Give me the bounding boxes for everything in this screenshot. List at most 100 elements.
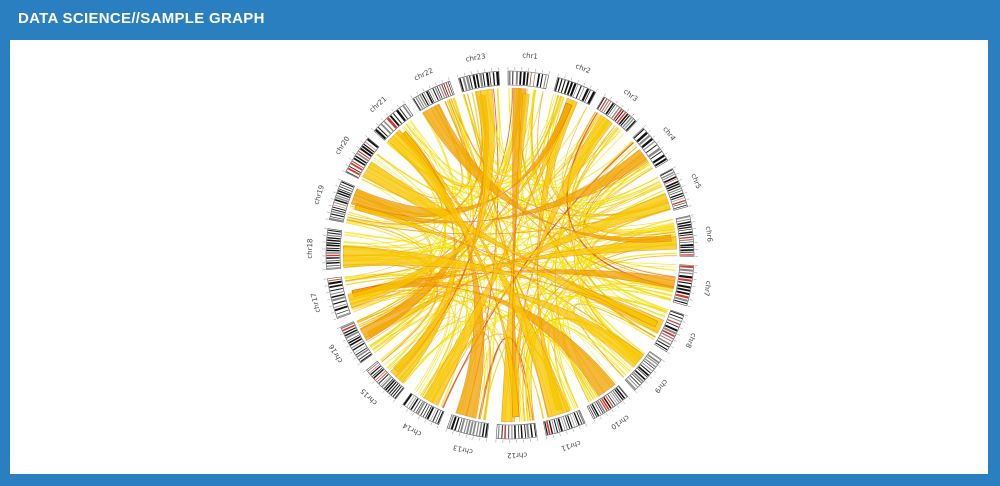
band bbox=[519, 71, 522, 85]
tick bbox=[402, 100, 405, 104]
band bbox=[633, 128, 645, 139]
band bbox=[406, 395, 415, 407]
tick bbox=[424, 419, 426, 423]
band bbox=[609, 393, 618, 405]
band bbox=[432, 88, 439, 101]
band bbox=[643, 141, 655, 151]
band bbox=[514, 425, 516, 439]
tick bbox=[367, 375, 371, 379]
band bbox=[661, 332, 674, 340]
chromosome-label: chr15 bbox=[359, 387, 379, 407]
tick bbox=[548, 71, 550, 75]
link-ribbon bbox=[501, 93, 530, 423]
band bbox=[628, 377, 638, 388]
band bbox=[649, 352, 661, 361]
band bbox=[611, 107, 620, 119]
band bbox=[601, 398, 610, 411]
chromosome-label: chr4 bbox=[661, 125, 677, 143]
band bbox=[678, 281, 692, 285]
band bbox=[637, 368, 648, 378]
band bbox=[363, 143, 375, 153]
tick bbox=[418, 416, 420, 420]
tick bbox=[382, 390, 385, 394]
band bbox=[679, 233, 693, 237]
tick bbox=[400, 405, 403, 408]
tick bbox=[465, 434, 467, 438]
band bbox=[331, 210, 345, 216]
band bbox=[508, 425, 510, 439]
band bbox=[661, 171, 675, 179]
band bbox=[678, 277, 692, 282]
chromosome-segment-chr2 bbox=[553, 73, 598, 106]
band bbox=[385, 379, 396, 391]
band bbox=[402, 105, 412, 117]
band bbox=[603, 397, 612, 409]
band bbox=[326, 260, 340, 262]
link-line bbox=[557, 286, 673, 408]
band bbox=[674, 296, 688, 302]
tick bbox=[470, 71, 472, 75]
band bbox=[415, 97, 424, 109]
band bbox=[326, 267, 341, 270]
band bbox=[417, 402, 426, 415]
band bbox=[670, 192, 684, 199]
band bbox=[331, 296, 346, 302]
band bbox=[403, 393, 413, 406]
chromosome-label: chr3 bbox=[622, 88, 639, 104]
band bbox=[658, 337, 671, 346]
band bbox=[326, 265, 340, 267]
band bbox=[678, 223, 692, 228]
band bbox=[511, 425, 513, 439]
band bbox=[349, 338, 362, 346]
chromosome-segment-chr22 bbox=[410, 77, 455, 112]
tick bbox=[328, 205, 332, 207]
band bbox=[334, 198, 348, 205]
band bbox=[631, 373, 642, 384]
band bbox=[565, 416, 571, 429]
band bbox=[526, 72, 529, 86]
band bbox=[626, 379, 636, 390]
chromosome-segment-chr20 bbox=[342, 135, 380, 179]
tick bbox=[348, 157, 352, 160]
band bbox=[434, 87, 442, 100]
tick bbox=[363, 370, 366, 373]
band bbox=[622, 116, 633, 128]
band bbox=[667, 185, 681, 192]
band bbox=[613, 108, 623, 121]
band bbox=[328, 229, 342, 233]
band bbox=[532, 73, 536, 87]
chromosome-segment-chr16 bbox=[336, 321, 373, 366]
tick bbox=[644, 381, 648, 384]
band bbox=[650, 151, 662, 160]
band bbox=[497, 425, 500, 439]
band bbox=[566, 82, 574, 95]
band bbox=[352, 160, 364, 169]
tick bbox=[649, 376, 653, 379]
band bbox=[678, 228, 692, 232]
band bbox=[330, 216, 344, 220]
tick bbox=[353, 357, 357, 360]
band bbox=[421, 93, 429, 106]
band bbox=[504, 425, 507, 439]
tick bbox=[635, 390, 638, 394]
band bbox=[392, 386, 402, 397]
tick bbox=[546, 436, 548, 440]
tick bbox=[477, 69, 479, 73]
graph-panel: chr1 chr2 chr3 chr4 chr5 chr6 chr7 chr8 chr9 chr1… bbox=[10, 40, 988, 474]
band bbox=[458, 418, 463, 432]
band bbox=[333, 300, 346, 305]
tick bbox=[472, 436, 474, 440]
band bbox=[326, 242, 340, 245]
band bbox=[481, 423, 486, 437]
band bbox=[355, 155, 367, 164]
band bbox=[665, 180, 679, 188]
band bbox=[425, 406, 432, 419]
tick bbox=[684, 192, 688, 194]
band bbox=[638, 134, 651, 145]
band bbox=[327, 232, 341, 235]
chromosome-segment-chr9 bbox=[624, 351, 665, 394]
link-line bbox=[347, 88, 499, 223]
tick bbox=[330, 198, 334, 200]
chromosome-segment-chr15 bbox=[363, 360, 405, 403]
chromosome-outline bbox=[402, 392, 445, 425]
